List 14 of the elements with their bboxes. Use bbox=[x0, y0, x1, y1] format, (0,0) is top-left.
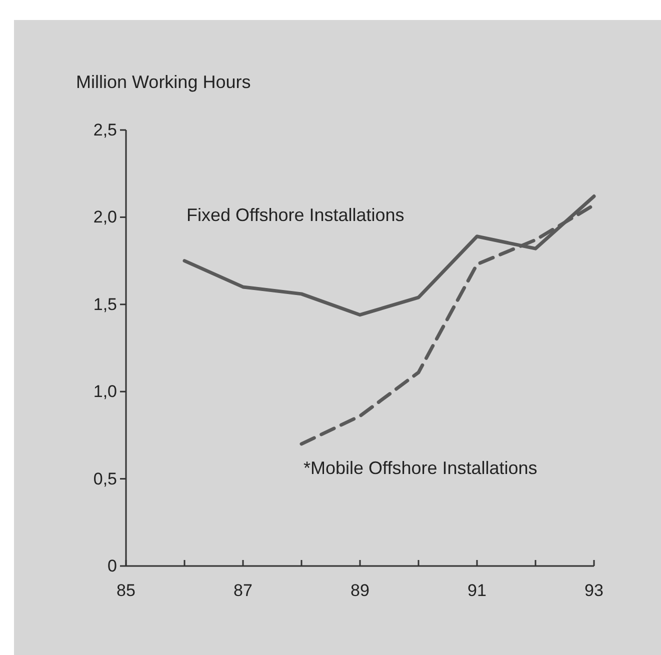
x-tick-label: 87 bbox=[234, 581, 252, 600]
x-tick-label: 91 bbox=[468, 581, 486, 600]
x-tick-label: 85 bbox=[116, 581, 136, 600]
x-tick-label: 93 bbox=[584, 581, 604, 600]
y-tick-label: 1,5 bbox=[93, 294, 117, 314]
y-tick-label: 2,0 bbox=[93, 208, 117, 227]
series-label: *Mobile Offshore Installations bbox=[304, 458, 538, 478]
y-tick-label: 0 bbox=[108, 556, 117, 576]
y-axis-title: Million Working Hours bbox=[76, 72, 251, 92]
text: Fixed Offshore Installations bbox=[186, 204, 404, 225]
x-tick-label: 89 bbox=[350, 581, 370, 600]
y-tick-label: 0,5 bbox=[93, 469, 117, 488]
y-tick-label: 1,0 bbox=[93, 382, 117, 402]
y-tick-label: 2,5 bbox=[93, 120, 117, 140]
